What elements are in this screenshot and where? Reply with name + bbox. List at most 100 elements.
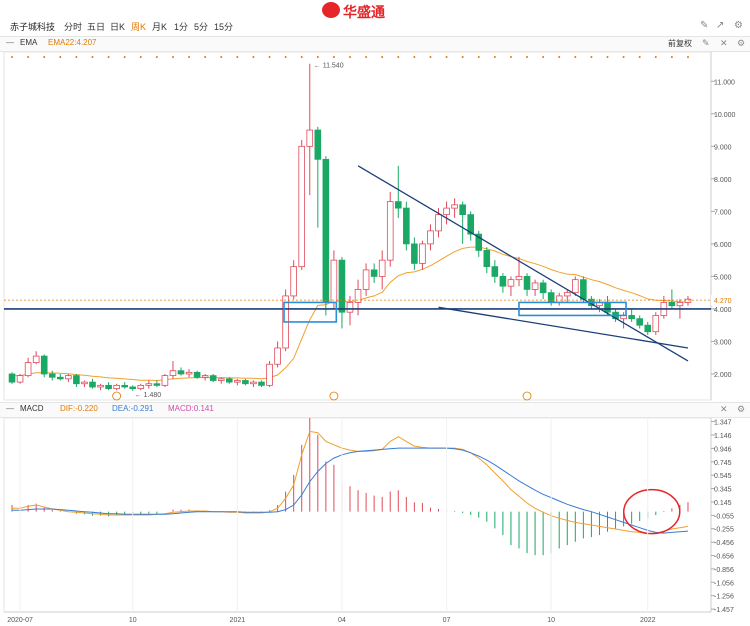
candle-body	[547, 292, 555, 303]
candle-body	[362, 269, 370, 290]
macd-settings-icon[interactable]: ⚙	[737, 404, 746, 414]
event-dot	[107, 56, 110, 58]
event-dot	[171, 56, 174, 58]
candle-body	[443, 207, 450, 216]
candle-body	[16, 375, 24, 383]
candle-body	[483, 249, 491, 268]
candle-body	[81, 381, 88, 385]
candle-body	[580, 279, 587, 300]
event-dot	[590, 56, 593, 58]
tab-weekly[interactable]: 周K	[131, 22, 147, 32]
tab-five-day[interactable]: 五日	[87, 22, 106, 32]
event-dot	[268, 56, 271, 58]
tab-1min[interactable]: 1分	[174, 22, 189, 32]
time-tick-label: 04	[338, 617, 346, 624]
candle-body	[153, 383, 161, 386]
candle-body	[193, 371, 201, 378]
dea-line	[12, 447, 689, 534]
candle-body	[419, 243, 426, 264]
current-price-label: 4.270	[714, 298, 732, 305]
event-dot	[509, 56, 512, 58]
max-price-label: ← 11.540	[314, 63, 344, 70]
candle-body	[274, 347, 281, 365]
candle-body	[467, 214, 475, 235]
event-dot	[654, 56, 657, 58]
event-dot	[445, 56, 448, 58]
trend-line	[438, 306, 689, 349]
candle-body	[507, 279, 515, 287]
candle-body	[459, 204, 466, 216]
indicator-name[interactable]: EMA	[20, 38, 38, 47]
price-tick-label: 5.000	[714, 274, 732, 281]
candle-body	[555, 295, 563, 303]
macd-tick-label: 1.347	[714, 420, 732, 427]
candle-body	[427, 230, 434, 245]
pencil-icon[interactable]: ✎	[700, 20, 709, 31]
candle-body	[676, 302, 684, 307]
time-tick-label: 2022	[640, 617, 656, 624]
tab-15min[interactable]: 15分	[214, 22, 234, 32]
macd-tick-label: 1.146	[714, 433, 732, 440]
tab-monthly[interactable]: 月K	[152, 22, 168, 32]
event-dot	[75, 56, 78, 58]
time-tick-label: 2021	[230, 617, 246, 624]
event-dot	[188, 56, 191, 58]
brand-logo-icon	[322, 2, 340, 18]
collapse-icon[interactable]: —	[6, 38, 14, 47]
price-tick-label: 11.000	[714, 79, 735, 86]
tab-daily[interactable]: 日K	[110, 22, 126, 32]
event-marker-icon	[329, 391, 339, 401]
macd-tick-label: -1.457	[714, 607, 734, 614]
candle-body	[217, 378, 225, 381]
candle-body	[499, 276, 507, 287]
price-tick-label: 9.000	[714, 144, 732, 151]
adjust-selector[interactable]: 前复权	[668, 39, 692, 48]
event-dot	[332, 56, 335, 58]
macd-tick-label: -0.456	[714, 540, 734, 547]
event-dot	[622, 56, 625, 58]
candle-body	[314, 129, 322, 160]
candle-body	[298, 145, 306, 268]
event-dot	[300, 56, 303, 58]
candle-body	[628, 315, 635, 320]
tab-intraday[interactable]: 分时	[64, 22, 83, 32]
candle-body	[475, 233, 483, 251]
candle-body	[572, 279, 579, 294]
macd-indicator-name[interactable]: MACD	[20, 404, 44, 413]
price-tick-label: 8.000	[714, 177, 732, 184]
candle-body	[32, 355, 40, 363]
candle-body	[129, 386, 137, 390]
min-price-label: ← 1.480	[135, 392, 162, 399]
candle-body	[644, 324, 652, 333]
settings-icon[interactable]: ⚙	[734, 20, 743, 31]
event-dot	[59, 56, 62, 58]
candle-body	[201, 375, 209, 378]
dea-value: DEA:-0.291	[112, 404, 154, 413]
candle-body	[322, 158, 330, 303]
time-tick-label: 2020-07	[7, 617, 33, 624]
candle-body	[652, 315, 660, 333]
event-dot	[429, 56, 432, 58]
candle-body	[65, 375, 72, 380]
highlight-box	[518, 301, 627, 317]
macd-close-icon[interactable]: ✕	[720, 404, 728, 414]
macd-collapse-icon[interactable]: —	[6, 404, 14, 413]
tab-5min[interactable]: 5分	[194, 22, 209, 32]
candle-body	[403, 207, 410, 245]
dif-line	[12, 430, 689, 535]
event-dot	[316, 56, 319, 58]
indicator-settings-icon[interactable]: ⚙	[737, 38, 746, 48]
candle-body	[234, 380, 241, 383]
candle-body	[105, 384, 112, 390]
candle-body	[169, 370, 177, 377]
macd-tick-label: -0.055	[714, 513, 734, 520]
indicator-close-icon[interactable]: ✕	[720, 38, 728, 48]
share-icon[interactable]: ↗	[716, 20, 725, 31]
event-dot	[606, 56, 609, 58]
candle-body	[89, 381, 96, 388]
event-dot	[638, 56, 641, 58]
indicator-edit-icon[interactable]: ✎	[702, 38, 710, 48]
event-dot	[43, 56, 46, 58]
candle-body	[266, 363, 273, 386]
